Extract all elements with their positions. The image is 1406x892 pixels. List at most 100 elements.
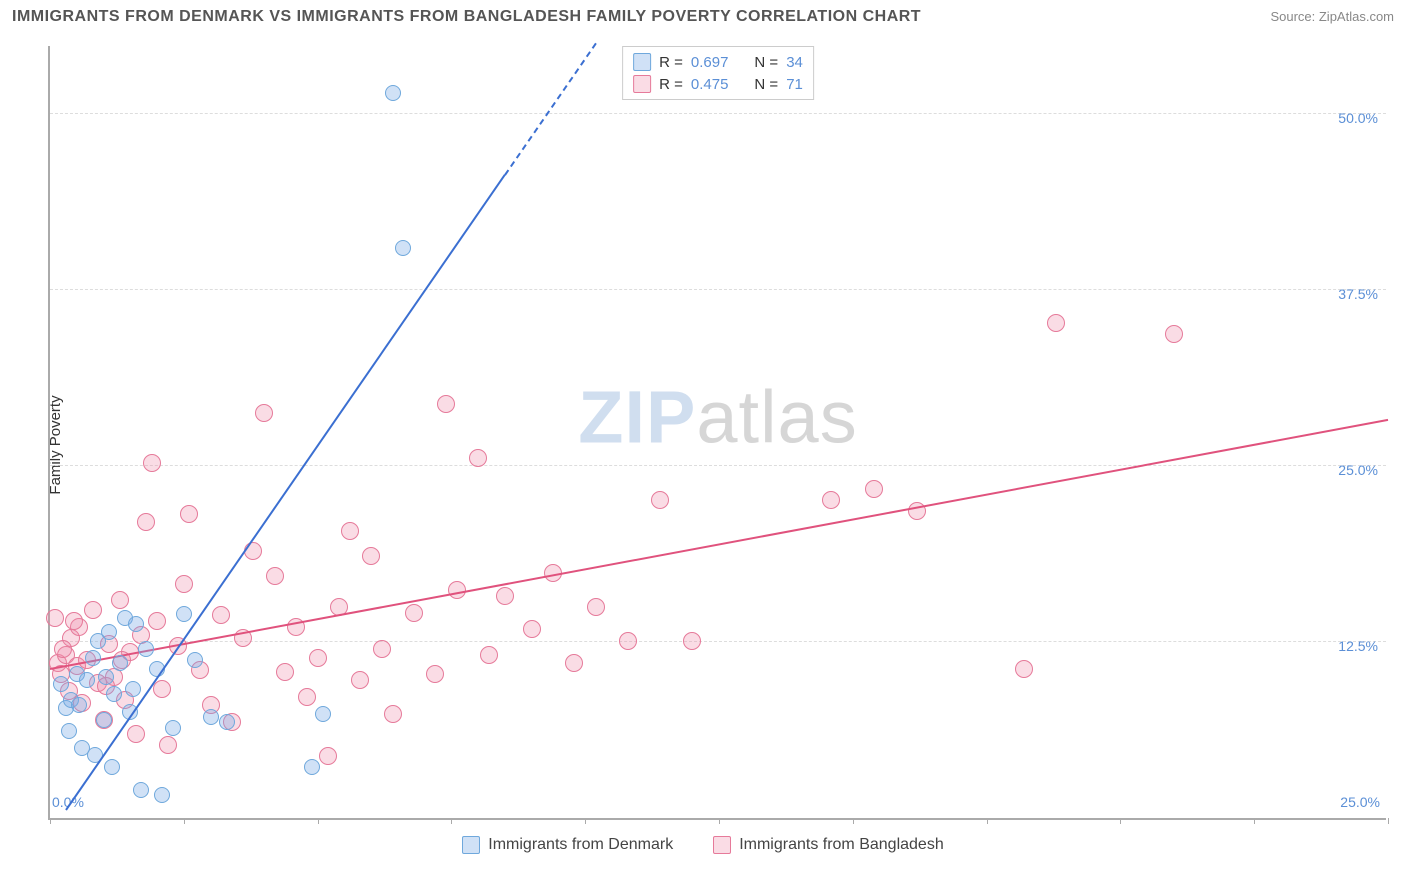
data-point: [276, 663, 294, 681]
data-point: [865, 480, 883, 498]
data-point: [111, 591, 129, 609]
trend-line-extrapolated: [504, 42, 597, 175]
data-point: [65, 612, 83, 630]
data-point: [822, 491, 840, 509]
data-point: [143, 454, 161, 472]
data-point: [127, 725, 145, 743]
data-point: [112, 655, 128, 671]
x-tick: [1388, 818, 1389, 824]
data-point: [437, 395, 455, 413]
r-value: 0.697: [691, 54, 729, 71]
data-point: [138, 641, 154, 657]
legend-item: Immigrants from Bangladesh: [713, 836, 944, 854]
x-tick: [1120, 818, 1121, 824]
data-point: [319, 747, 337, 765]
data-point: [565, 654, 583, 672]
data-point: [96, 712, 112, 728]
gridline: [50, 465, 1386, 466]
x-tick: [853, 818, 854, 824]
data-point: [154, 787, 170, 803]
y-tick-label: 12.5%: [1338, 638, 1378, 654]
data-point: [362, 547, 380, 565]
legend-swatch: [462, 836, 480, 854]
data-point: [385, 85, 401, 101]
data-point: [175, 575, 193, 593]
data-point: [106, 686, 122, 702]
data-point: [176, 606, 192, 622]
data-point: [133, 782, 149, 798]
x-tick: [1254, 818, 1255, 824]
data-point: [266, 567, 284, 585]
data-point: [71, 697, 87, 713]
data-point: [84, 601, 102, 619]
legend-item: Immigrants from Denmark: [462, 836, 673, 854]
data-point: [309, 649, 327, 667]
data-point: [148, 612, 166, 630]
data-point: [165, 720, 181, 736]
data-point: [61, 723, 77, 739]
scatter-plot: ZIPatlas R =0.697N =34R =0.475N =71 12.5…: [48, 46, 1386, 820]
data-point: [187, 652, 203, 668]
data-point: [203, 709, 219, 725]
data-point: [480, 646, 498, 664]
series-legend: Immigrants from Denmark Immigrants from B…: [0, 836, 1406, 854]
data-point: [104, 759, 120, 775]
data-point: [384, 705, 402, 723]
source-label: Source: ZipAtlas.com: [1270, 9, 1394, 24]
data-point: [496, 587, 514, 605]
legend-row: R =0.475N =71: [633, 73, 803, 95]
legend-swatch: [633, 75, 651, 93]
data-point: [79, 672, 95, 688]
x-tick: [50, 818, 51, 824]
data-point: [125, 681, 141, 697]
data-point: [341, 522, 359, 540]
x-tick: [585, 818, 586, 824]
y-tick-label: 37.5%: [1338, 286, 1378, 302]
data-point: [426, 665, 444, 683]
n-label: N =: [754, 54, 778, 71]
data-point: [469, 449, 487, 467]
x-tick-label: 25.0%: [1340, 794, 1380, 810]
x-tick: [451, 818, 452, 824]
data-point: [619, 632, 637, 650]
legend-swatch: [713, 836, 731, 854]
data-point: [137, 513, 155, 531]
r-label: R =: [659, 54, 683, 71]
n-label: N =: [754, 76, 778, 93]
correlation-legend: R =0.697N =34R =0.475N =71: [622, 46, 814, 100]
data-point: [255, 404, 273, 422]
data-point: [46, 609, 64, 627]
y-tick-label: 50.0%: [1338, 110, 1378, 126]
x-tick: [318, 818, 319, 824]
r-label: R =: [659, 76, 683, 93]
data-point: [85, 650, 101, 666]
data-point: [304, 759, 320, 775]
x-tick: [987, 818, 988, 824]
watermark: ZIPatlas: [578, 374, 857, 459]
n-value: 71: [786, 76, 803, 93]
data-point: [1015, 660, 1033, 678]
legend-row: R = 0.697 N = 34: [633, 51, 803, 73]
x-tick: [184, 818, 185, 824]
data-point: [315, 706, 331, 722]
gridline: [50, 113, 1386, 114]
n-value: 34: [786, 54, 803, 71]
data-point: [180, 505, 198, 523]
data-point: [53, 676, 69, 692]
legend-swatch: [633, 53, 651, 71]
trend-line: [65, 174, 506, 810]
data-point: [128, 616, 144, 632]
data-point: [373, 640, 391, 658]
data-point: [395, 240, 411, 256]
data-point: [101, 624, 117, 640]
x-tick: [719, 818, 720, 824]
data-point: [1047, 314, 1065, 332]
gridline: [50, 289, 1386, 290]
data-point: [153, 680, 171, 698]
chart-title: IMMIGRANTS FROM DENMARK VS IMMIGRANTS FR…: [12, 8, 921, 26]
data-point: [523, 620, 541, 638]
data-point: [98, 669, 114, 685]
y-tick-label: 25.0%: [1338, 462, 1378, 478]
legend-label: Immigrants from Bangladesh: [739, 836, 944, 854]
legend-label: Immigrants from Denmark: [488, 836, 673, 854]
